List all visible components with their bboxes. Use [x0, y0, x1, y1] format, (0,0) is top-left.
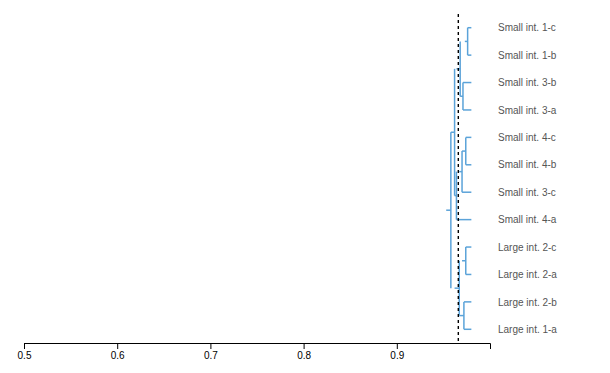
leaf-label: Small int. 4-b: [498, 159, 557, 170]
leaf-tick: Small int. 3-c: [498, 187, 556, 198]
leaf-label: Small int. 4-c: [498, 132, 556, 143]
leaf-horizontal: [466, 246, 472, 248]
leaf-tick: Small int. 3-a: [498, 105, 557, 116]
x-tick-label: 0.7: [204, 350, 218, 361]
leaf-label: Small int. 3-b: [498, 77, 557, 88]
leaf-label: Large int. 2-a: [498, 269, 557, 280]
x-tick-label: 0.8: [297, 350, 311, 361]
leaf-tick: Small int. 1-c: [498, 22, 556, 33]
x-tick-label: 0.5: [18, 350, 32, 361]
leaf-tick: Large int. 1-a: [498, 324, 557, 335]
leaf-labels: Small int. 1-c Small int. 1-b Small int. 3…: [498, 22, 557, 335]
x-tick-mark: [117, 343, 118, 349]
leaf-tick: Large int. 2-c: [498, 242, 556, 253]
leaf-horizontal: [466, 164, 472, 166]
join-horizontal: [459, 171, 462, 173]
leaf-tick: Large int. 2-b: [498, 297, 557, 308]
leaf-label: Large int. 2-b: [498, 297, 557, 308]
leaf-horizontal: [463, 82, 471, 84]
leaf-horizontal: [464, 329, 471, 331]
leaf-label: Small int. 3-a: [498, 105, 557, 116]
x-tick-mark: [397, 343, 398, 349]
leaf-label: Small int. 4-a: [498, 214, 557, 225]
leaf-tick: Small int. 4-c: [498, 132, 556, 143]
x-axis: 0.5 0.6 0.7 0.8 0.9: [18, 343, 491, 361]
reference-line: [458, 14, 459, 343]
x-tick-mark: [24, 343, 25, 349]
leaf-tick: Large int. 2-a: [498, 269, 557, 280]
leaf-tick: Small int. 3-b: [498, 77, 557, 88]
x-tick-label: 0.6: [111, 350, 125, 361]
x-tick-mark: [304, 343, 305, 349]
leaf-label: Small int. 1-b: [498, 50, 557, 61]
leaf-label: Small int. 3-c: [498, 187, 556, 198]
x-tick: 0.6: [111, 343, 125, 361]
x-tick: 0.8: [297, 343, 311, 361]
x-axis-line: [25, 344, 491, 350]
plot: 0.50.60.70.80.9Small int. 1-cSmall int. …: [18, 14, 558, 361]
x-tick: 0.9: [390, 343, 404, 361]
leaf-horizontal: [466, 274, 472, 276]
x-tick-label: 0.9: [390, 350, 404, 361]
join-horizontal: [455, 287, 460, 289]
join-horizontal: [446, 209, 451, 211]
join-horizontal: [462, 260, 466, 262]
x-tick: 0.5: [18, 343, 32, 361]
x-tick: 0.7: [204, 343, 218, 361]
leaf-label: Large int. 2-c: [498, 242, 556, 253]
join-horizontal: [465, 41, 468, 43]
chart: 0.50.60.70.80.9Small int. 1-cSmall int. …: [0, 0, 610, 373]
dendrogram: [446, 14, 471, 343]
leaf-label: Small int. 1-c: [498, 22, 556, 33]
leaf-horizontal: [464, 301, 471, 303]
leaf-horizontal: [462, 191, 471, 193]
leaf-horizontal: [466, 137, 472, 139]
leaf-tick: Small int. 4-b: [498, 159, 557, 170]
leaf-horizontal: [463, 109, 471, 111]
leaf-tick: Small int. 4-a: [498, 214, 557, 225]
leaf-tick: Small int. 1-b: [498, 50, 557, 61]
leaf-label: Large int. 1-a: [498, 324, 557, 335]
x-tick-mark: [210, 343, 211, 349]
